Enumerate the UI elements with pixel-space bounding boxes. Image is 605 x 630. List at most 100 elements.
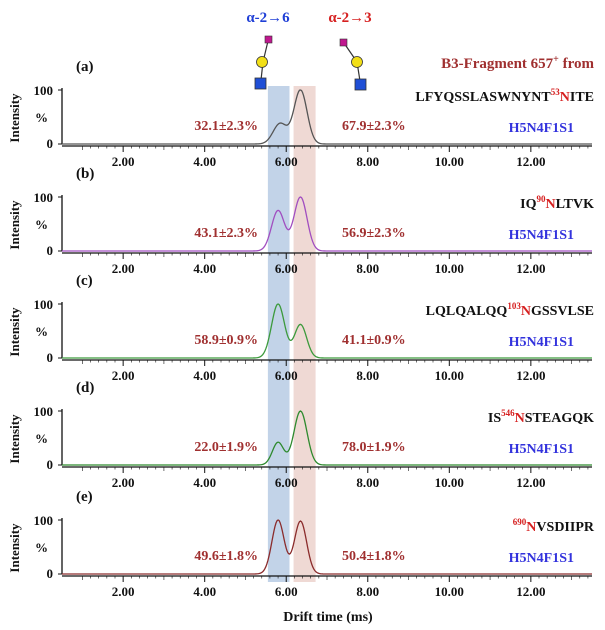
x-tick-label: 12.00 — [516, 475, 545, 490]
glcnac-icon — [254, 77, 267, 90]
ratio-alpha23-label: 41.1±0.9% — [342, 333, 406, 348]
panel-c: (c) Intensity 100% 0 2.00 4.00 6.00 8.00 10.00 12… — [7, 273, 594, 383]
glycoform-label: H5N4F1S1 — [509, 442, 574, 457]
y-tick-label: 0 — [47, 350, 54, 365]
glycan-left-label: α-2→6 — [246, 10, 290, 26]
glycoform-label: H5N4F1S1 — [509, 121, 574, 136]
panel-label: (b) — [76, 166, 94, 182]
sialic-acid-icon — [339, 38, 348, 47]
x-tick-label: 8.00 — [356, 261, 379, 276]
y-tick-label: 100 — [34, 404, 54, 419]
y-tick-label: 100 — [34, 297, 54, 312]
series-trace — [62, 196, 592, 252]
ratio-alpha26-label: 43.1±2.3% — [194, 226, 258, 241]
y-unit-label: % — [35, 217, 48, 232]
panel-label: (e) — [76, 489, 93, 505]
glycan-alpha26-icon — [254, 35, 273, 90]
y-unit-label: % — [35, 110, 48, 125]
panels: (a) Intensity 100% 0 2.00 4.00 6.00 8.00 10.00 12… — [7, 59, 595, 599]
y-axis-title: Intensity — [7, 307, 22, 357]
panel-d: (d) Intensity 100% 0 2.00 4.00 6.00 8.00 10.00 12… — [7, 380, 594, 490]
y-tick-label: 100 — [34, 83, 54, 98]
x-tick-label: 12.00 — [516, 261, 545, 276]
sialic-acid-icon — [264, 35, 273, 44]
y-tick-label: 0 — [47, 566, 54, 581]
x-tick-label: 6.00 — [275, 584, 298, 599]
series-trace — [62, 410, 592, 466]
glycan-right-label: α-2→3 — [328, 10, 371, 26]
peptide-label: LFYQSSLASWNYNT53NITE — [415, 87, 594, 105]
ratio-alpha23-label: 56.9±2.3% — [342, 226, 406, 241]
x-tick-label: 12.00 — [516, 584, 545, 599]
glcnac-icon — [354, 78, 367, 91]
peptide-label: IS546NSTEAGQK — [488, 408, 594, 426]
y-axis-title: Intensity — [7, 200, 22, 250]
peptide-label: IQ90NLTVK — [520, 194, 594, 212]
panel-label: (c) — [76, 273, 93, 289]
ratio-alpha26-label: 22.0±1.9% — [194, 440, 258, 455]
y-tick-label: 0 — [47, 136, 54, 151]
ratio-alpha26-label: 49.6±1.8% — [194, 549, 258, 564]
galactose-icon — [351, 56, 363, 68]
y-unit-label: % — [35, 324, 48, 339]
glycoform-label: H5N4F1S1 — [509, 335, 574, 350]
x-tick-label: 4.00 — [193, 368, 216, 383]
glycoform-label: H5N4F1S1 — [509, 228, 574, 243]
x-tick-label: 8.00 — [356, 584, 379, 599]
peptide-label: LQLQALQQ103NGSSVLSE — [426, 301, 594, 319]
x-tick-label: 6.00 — [275, 475, 298, 490]
ratio-alpha23-label: 78.0±1.9% — [342, 440, 406, 455]
x-axis-title: Drift time (ms) — [283, 610, 373, 625]
x-tick-label: 10.00 — [435, 261, 464, 276]
x-tick-label: 12.00 — [516, 154, 545, 169]
x-tick-label: 2.00 — [112, 154, 135, 169]
x-tick-label: 6.00 — [275, 154, 298, 169]
alpha26-band — [267, 86, 290, 582]
ratio-alpha26-label: 32.1±2.3% — [194, 119, 258, 134]
y-tick-label: 100 — [34, 190, 54, 205]
peptide-label: 690NVSDIIPR — [513, 517, 595, 535]
x-tick-label: 6.00 — [275, 261, 298, 276]
series-trace — [62, 303, 592, 359]
x-tick-label: 6.00 — [275, 368, 298, 383]
x-tick-label: 12.00 — [516, 368, 545, 383]
x-tick-label: 2.00 — [112, 584, 135, 599]
panel-label: (d) — [76, 380, 94, 396]
panel-b: (b) Intensity 100% 0 2.00 4.00 6.00 8.00 10.00 12… — [7, 166, 594, 276]
series-trace — [62, 89, 592, 145]
y-unit-label: % — [35, 431, 48, 446]
ratio-alpha23-label: 67.9±2.3% — [342, 119, 406, 134]
x-tick-label: 4.00 — [193, 154, 216, 169]
x-tick-label: 8.00 — [356, 475, 379, 490]
y-tick-label: 100 — [34, 513, 54, 528]
glycan-alpha23-icon — [339, 38, 367, 91]
y-unit-label: % — [35, 540, 48, 555]
drift-time-bands — [267, 86, 316, 582]
x-tick-label: 2.00 — [112, 475, 135, 490]
x-tick-label: 10.00 — [435, 154, 464, 169]
x-tick-label: 4.00 — [193, 261, 216, 276]
y-axis-title: Intensity — [7, 523, 22, 573]
alpha23-band — [293, 86, 316, 582]
x-tick-label: 4.00 — [193, 475, 216, 490]
ratio-alpha26-label: 58.9±0.9% — [194, 333, 258, 348]
x-tick-label: 10.00 — [435, 584, 464, 599]
y-tick-label: 0 — [47, 243, 54, 258]
panel-a: (a) Intensity 100% 0 2.00 4.00 6.00 8.00 10.00 12… — [7, 59, 594, 169]
glycoform-label: H5N4F1S1 — [509, 551, 574, 566]
ratio-alpha23-label: 50.4±1.8% — [342, 549, 406, 564]
y-axis-title: Intensity — [7, 414, 22, 464]
panel-e: (e) Intensity 100% 0 2.00 4.00 6.00 8.00 10.00 12… — [7, 489, 595, 599]
header-title: B3-Fragment 657+ from — [441, 54, 594, 72]
galactose-icon — [256, 56, 268, 68]
x-tick-label: 8.00 — [356, 368, 379, 383]
x-tick-label: 2.00 — [112, 368, 135, 383]
y-tick-label: 0 — [47, 457, 54, 472]
x-tick-label: 4.00 — [193, 584, 216, 599]
x-tick-label: 10.00 — [435, 368, 464, 383]
x-tick-label: 10.00 — [435, 475, 464, 490]
series-trace — [62, 519, 592, 575]
panel-label: (a) — [76, 59, 94, 75]
y-axis-title: Intensity — [7, 93, 22, 143]
